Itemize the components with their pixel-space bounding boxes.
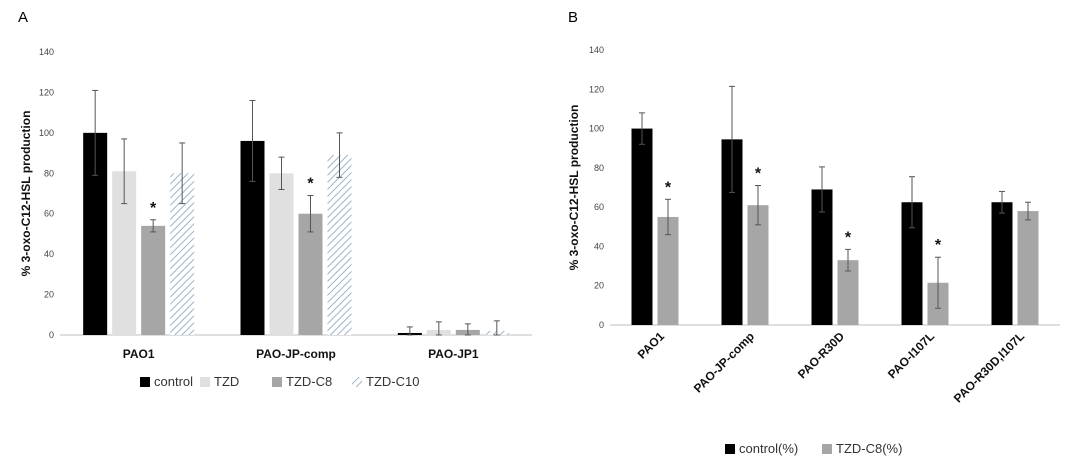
panel-a-y-tick-label: 120	[39, 87, 54, 97]
panel-b-error-bar-tzd-c8-pao1	[665, 198, 671, 236]
panel-a-error-bar-tzd-c8-pao-jp1	[464, 323, 471, 336]
panel-b-bar-control-pao-jp-comp	[721, 139, 743, 325]
panel-b-x-tick-label: PAO1	[635, 329, 668, 362]
panel-b-error-bar-tzd-c8-pao-jp-comp	[755, 185, 761, 226]
panel-a-error-bar-tzd-c10-pao-jp1	[493, 320, 500, 336]
panel-a-y-tick-label: 60	[44, 209, 54, 219]
panel-b-y-tick-label: 120	[589, 84, 604, 94]
panel-b-significance-marker: *	[665, 179, 672, 196]
panel-b-bar-control-pao-r30d-i107l	[991, 202, 1013, 325]
panel-b-legend-label: control(%)	[739, 441, 798, 456]
panel-a-legend-swatch-tzd	[200, 377, 210, 387]
panel-b-x-tick-label: PAO-JP-comp	[691, 329, 757, 395]
panel-b-error-bar-tzd-c8-pao-i107l	[935, 256, 941, 309]
panel-a-bar-tzd-c8-pao1	[141, 225, 166, 335]
panel-b-error-bar-tzd-c8-pao-r30d	[845, 248, 851, 272]
panel-b-significance-marker: *	[935, 237, 942, 254]
panel-a-chart: A 0 20 40 60 80 100 120 140 % 3-oxo-C12-HSL produ…	[18, 9, 532, 389]
panel-b-letter: B	[568, 9, 578, 26]
panel-b-legend-label: TZD-C8(%)	[836, 441, 902, 456]
panel-b-error-bar-control-pao-r30d-i107l	[999, 190, 1005, 214]
panel-b-legend-swatch-tzd-c8	[822, 444, 832, 454]
panel-a-error-bar-control-pao1	[92, 89, 99, 176]
panel-a-x-tick-label: PAO1	[123, 347, 155, 361]
panel-b-y-tick-label: 100	[589, 124, 604, 134]
panel-a-y-tick-label: 100	[39, 128, 54, 138]
panel-b-y-tick-label: 60	[594, 202, 604, 212]
panel-b-error-bar-control-pao-i107l	[909, 176, 915, 229]
panel-a-error-bar-tzd-c8-pao1	[150, 219, 157, 233]
panel-b-bar-control-pao-r30d	[811, 189, 833, 325]
panel-b-y-tick-label: 20	[594, 281, 604, 291]
panel-a-x-tick-label: PAO-JP1	[428, 347, 479, 361]
panel-b-chart: B 0 20 40 60 80 100 120 140 % 3-oxo-C12-HSL produ…	[567, 9, 1060, 456]
panel-b-y-tick-label: 140	[589, 45, 604, 55]
panel-a-y-tick-label: 40	[44, 249, 54, 259]
panel-a-error-bar-tzd-pao-jp1	[435, 321, 442, 336]
panel-b-significance-marker: *	[755, 166, 762, 183]
panel-a-y-tick-label: 140	[39, 47, 54, 57]
panel-a-legend-swatch-tzd-c10	[352, 377, 362, 387]
panel-b-x-tick-label: PAO-R30D	[795, 329, 847, 381]
panel-a-bar-tzd-pao1	[112, 171, 137, 335]
panel-a-legend-label: TZD	[214, 374, 239, 389]
panel-a-legend-swatch-tzd-c8	[272, 377, 282, 387]
panel-a-error-bar-control-pao-jp1	[406, 326, 413, 336]
panel-a-bar-tzd-c10-pao-jp-comp	[327, 155, 352, 335]
panel-b-bar-control-pao1	[631, 128, 653, 325]
panel-b-error-bar-tzd-c8-pao-r30d-i107l	[1025, 201, 1031, 221]
panel-a-legend-label: TZD-C8	[286, 374, 332, 389]
panel-b-y-axis-label: % 3-oxo-C12-HSL production	[567, 105, 581, 271]
panel-a-y-tick-label: 80	[44, 168, 54, 178]
panel-b-legend-swatch-control	[725, 444, 735, 454]
panel-a-error-bar-tzd-c8-pao-jp-comp	[307, 195, 314, 233]
panel-a-significance-marker: *	[150, 200, 157, 217]
panel-b-y-tick-label: 0	[599, 320, 604, 330]
panel-a-error-bar-tzd-c10-pao-jp-comp	[336, 132, 343, 178]
panel-b-bar-tzd-c8-pao-jp-comp	[747, 205, 769, 325]
panel-b-error-bar-control-pao1	[639, 112, 645, 145]
panel-b-error-bar-control-pao-jp-comp	[729, 85, 735, 193]
panel-b-y-tick-label: 40	[594, 241, 604, 251]
panel-b-x-tick-label: PAO-I107L	[885, 329, 937, 381]
panel-a-x-tick-label: PAO-JP-comp	[256, 347, 336, 361]
panel-a-legend-swatch-control	[140, 377, 150, 387]
panel-a-legend-label: TZD-C10	[366, 374, 419, 389]
panel-a-bar-tzd-pao-jp-comp	[269, 173, 294, 335]
panel-a-error-bar-tzd-pao1	[121, 138, 128, 205]
panel-b-x-tick-label: PAO-R30D,I107L	[951, 329, 1027, 405]
panel-a-y-tick-label: 0	[49, 330, 54, 340]
panel-b-bar-control-pao-i107l	[901, 202, 923, 325]
panel-a-legend-label: control	[154, 374, 193, 389]
panel-b-bar-tzd-c8-pao-r30d-i107l	[1017, 211, 1039, 325]
panel-b-bar-tzd-c8-pao1	[657, 216, 679, 325]
panel-b-y-tick-label: 80	[594, 163, 604, 173]
panel-a-y-tick-label: 20	[44, 290, 54, 300]
panel-a-y-axis-label: % 3-oxo-C12-HSL production	[19, 111, 33, 277]
panel-b-error-bar-control-pao-r30d	[819, 166, 825, 213]
panel-a-error-bar-tzd-pao-jp-comp	[278, 156, 285, 190]
panel-a-letter: A	[18, 9, 28, 26]
panel-a-error-bar-tzd-c10-pao1	[179, 142, 186, 205]
panel-a-error-bar-control-pao-jp-comp	[249, 100, 256, 182]
panel-b-significance-marker: *	[845, 229, 852, 246]
panel-a-significance-marker: *	[307, 176, 314, 193]
panel-b-bar-tzd-c8-pao-r30d	[837, 260, 859, 325]
panel-a-bar-tzd-c8-pao-jp-comp	[298, 213, 323, 335]
